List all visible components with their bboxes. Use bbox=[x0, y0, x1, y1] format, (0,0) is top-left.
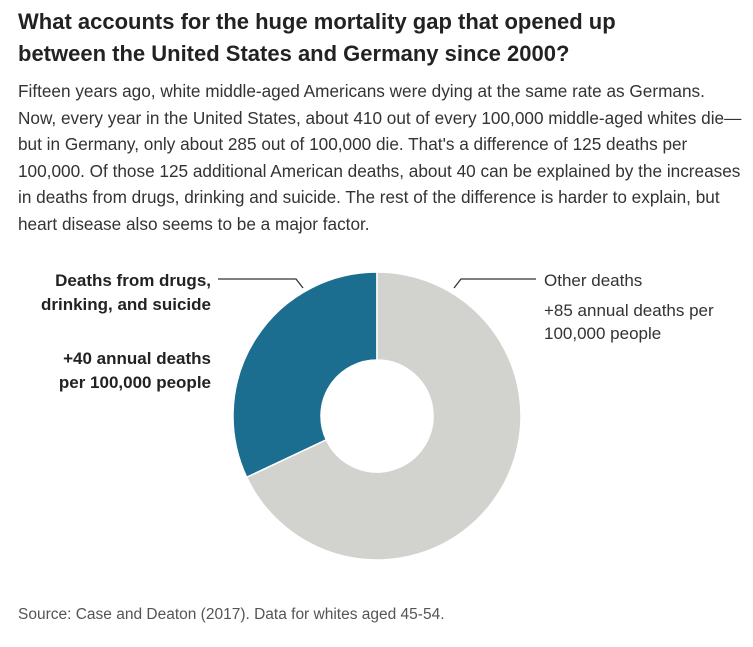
title-line-2: between the United States and Germany si… bbox=[18, 41, 570, 66]
value-drugs-line-1: +40 annual deaths bbox=[63, 349, 211, 368]
value-drugs-line-2: per 100,000 people bbox=[59, 373, 211, 392]
chart-title: What accounts for the huge mortality gap… bbox=[18, 6, 738, 70]
label-other-line-1: Other deaths bbox=[544, 271, 642, 290]
label-drugs-line-2: drinking, and suicide bbox=[41, 295, 211, 314]
value-other-line-1: +85 annual deaths per bbox=[544, 301, 714, 320]
title-line-1: What accounts for the huge mortality gap… bbox=[18, 9, 616, 34]
slice-drugs-drinking-suicide bbox=[232, 271, 378, 479]
slice-other-deaths bbox=[245, 271, 522, 561]
source-note: Source: Case and Deaton (2017). Data for… bbox=[18, 606, 445, 623]
leader-line-other bbox=[453, 278, 536, 289]
intro-paragraph: Fifteen years ago, white middle-aged Ame… bbox=[18, 81, 742, 234]
label-drugs-line-1: Deaths from drugs, bbox=[55, 271, 211, 290]
value-other-line-2: 100,000 people bbox=[544, 324, 661, 343]
leader-line-drugs bbox=[218, 278, 304, 289]
